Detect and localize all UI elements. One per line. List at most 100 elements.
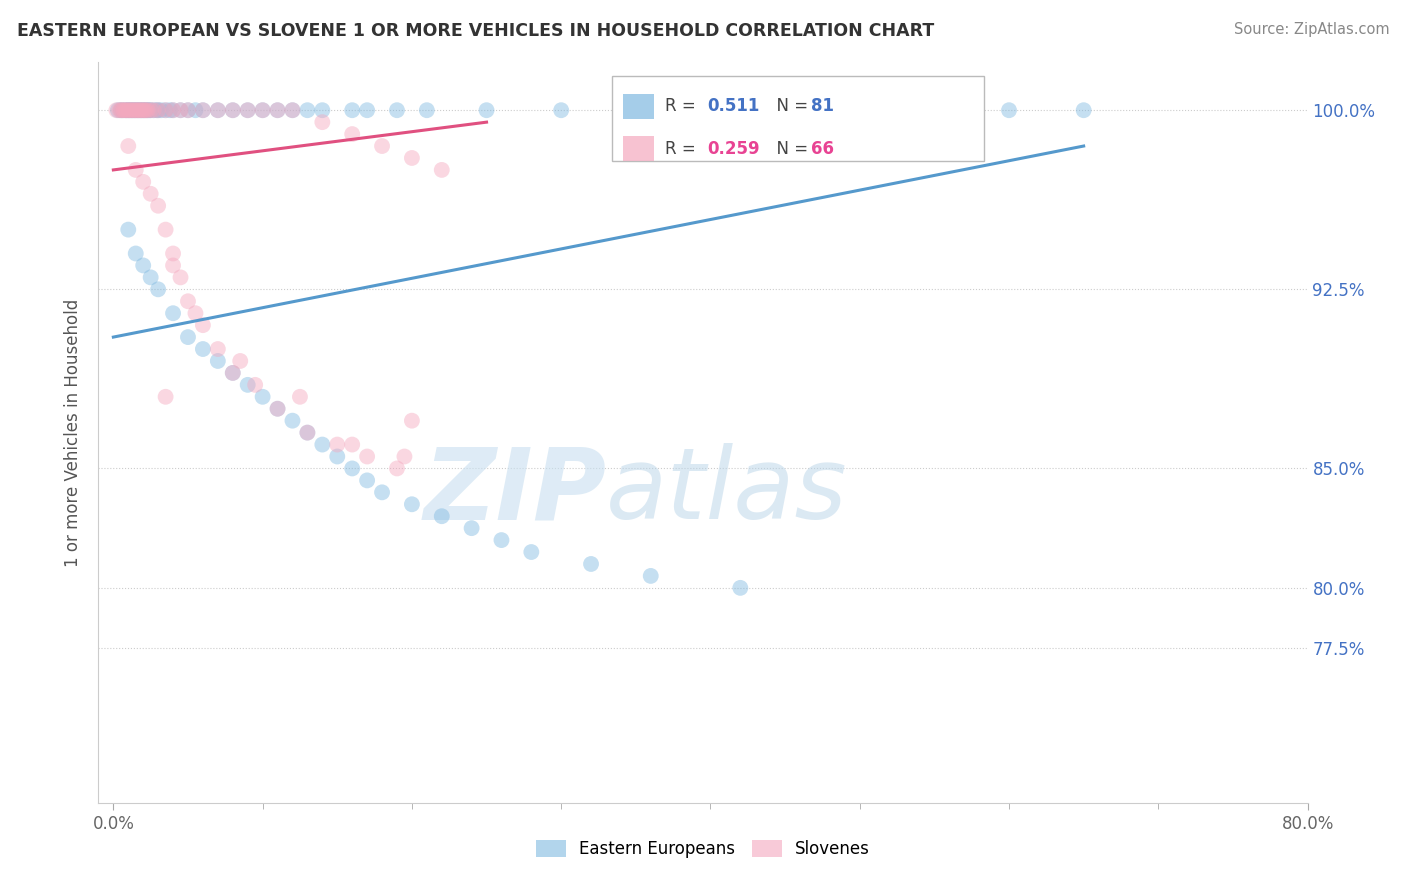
Point xyxy=(139,103,162,118)
Point xyxy=(236,103,259,118)
Point xyxy=(131,103,153,118)
Point xyxy=(394,450,416,464)
Point xyxy=(155,390,177,404)
Point xyxy=(222,103,245,118)
Point xyxy=(125,162,148,177)
Text: 0.259: 0.259 xyxy=(707,140,759,158)
Point xyxy=(112,103,135,118)
Point xyxy=(162,246,184,260)
Point xyxy=(416,103,439,118)
Point xyxy=(640,569,662,583)
Point xyxy=(385,461,408,475)
Point xyxy=(117,103,139,118)
Point xyxy=(146,199,169,213)
Point xyxy=(491,533,513,547)
Point xyxy=(266,103,288,118)
Point xyxy=(118,103,141,118)
Point xyxy=(146,103,169,118)
Point xyxy=(117,222,139,236)
Text: 66: 66 xyxy=(811,140,834,158)
Point xyxy=(146,282,169,296)
Point xyxy=(115,103,138,118)
Point xyxy=(111,103,134,118)
Point xyxy=(207,342,229,356)
Point xyxy=(624,103,647,118)
Point xyxy=(132,103,155,118)
Point xyxy=(132,175,155,189)
Legend: Eastern Europeans, Slovenes: Eastern Europeans, Slovenes xyxy=(529,833,877,865)
Point xyxy=(139,186,162,201)
Point xyxy=(117,103,139,118)
Point xyxy=(162,103,184,118)
Text: atlas: atlas xyxy=(606,443,848,541)
Point xyxy=(139,103,162,118)
Point xyxy=(177,330,200,344)
Point xyxy=(550,103,572,118)
Text: R =: R = xyxy=(665,97,702,115)
Point xyxy=(125,103,148,118)
Point xyxy=(266,103,288,118)
Point xyxy=(207,103,229,118)
Point xyxy=(229,354,252,368)
Point xyxy=(475,103,498,118)
Point xyxy=(142,103,165,118)
Point xyxy=(135,103,157,118)
Point xyxy=(311,103,333,118)
Point xyxy=(998,103,1021,118)
Point xyxy=(371,485,394,500)
Text: ZIP: ZIP xyxy=(423,443,606,541)
Text: N =: N = xyxy=(766,97,814,115)
Point xyxy=(129,103,152,118)
Point xyxy=(184,103,207,118)
Point xyxy=(340,127,363,141)
Point xyxy=(281,414,304,428)
Text: N =: N = xyxy=(766,140,814,158)
Point xyxy=(120,103,142,118)
Point xyxy=(924,103,946,118)
Point xyxy=(122,103,145,118)
Point xyxy=(520,545,543,559)
Point xyxy=(162,103,184,118)
Point xyxy=(169,270,191,285)
Point xyxy=(127,103,149,118)
Y-axis label: 1 or more Vehicles in Household: 1 or more Vehicles in Household xyxy=(65,299,83,566)
Point xyxy=(356,103,378,118)
Point xyxy=(773,103,796,118)
Point xyxy=(326,437,349,451)
Point xyxy=(385,103,408,118)
Point xyxy=(266,401,288,416)
Point xyxy=(177,294,200,309)
Point xyxy=(281,103,304,118)
Point xyxy=(155,103,177,118)
Point xyxy=(236,103,259,118)
Point xyxy=(128,103,150,118)
Point xyxy=(191,103,214,118)
Point xyxy=(125,246,148,260)
Point xyxy=(356,474,378,488)
Point xyxy=(236,377,259,392)
Point xyxy=(117,139,139,153)
Point xyxy=(371,139,394,153)
Point xyxy=(252,390,274,404)
Point xyxy=(281,103,304,118)
Point xyxy=(191,342,214,356)
Point xyxy=(114,103,136,118)
Point xyxy=(145,103,167,118)
Text: R =: R = xyxy=(665,140,702,158)
Point xyxy=(297,425,319,440)
Point xyxy=(125,103,148,118)
Point xyxy=(430,162,453,177)
Point xyxy=(120,103,142,118)
Point xyxy=(848,103,870,118)
Point xyxy=(121,103,143,118)
Point xyxy=(107,103,129,118)
Point xyxy=(207,354,229,368)
Point xyxy=(356,450,378,464)
Point xyxy=(134,103,156,118)
Point xyxy=(288,390,311,404)
Point xyxy=(579,557,602,571)
Point xyxy=(266,401,288,416)
Point xyxy=(184,306,207,320)
Point xyxy=(129,103,152,118)
Point xyxy=(401,414,423,428)
